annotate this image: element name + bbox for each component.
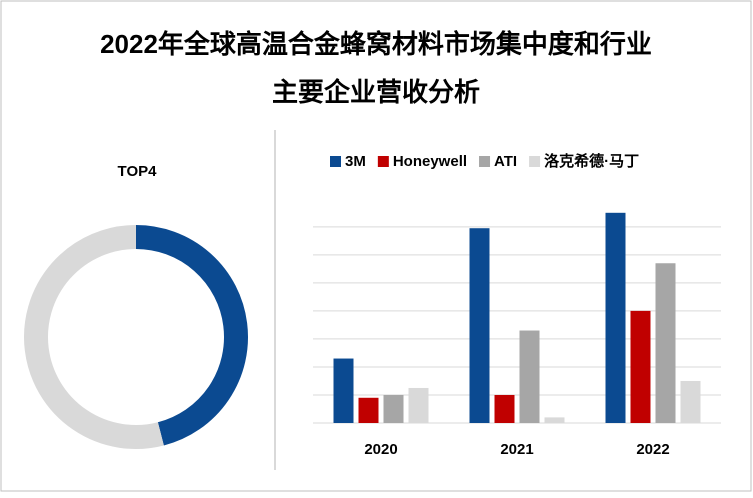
legend-label: ATI [494, 153, 517, 170]
legend-swatch [377, 156, 389, 167]
x-tick-label: 2022 [636, 441, 669, 458]
bar [333, 358, 354, 423]
donut-title: TOP4 [118, 163, 158, 180]
bar [680, 380, 701, 423]
bar [605, 212, 626, 423]
bar [383, 394, 404, 423]
bar [469, 228, 490, 423]
legend-label: 洛克希德·马丁 [544, 152, 639, 170]
x-tick-label: 2021 [500, 441, 533, 458]
bar [494, 394, 515, 423]
bar [358, 397, 379, 423]
chart-title: 2022年全球高温合金蜂窝材料市场集中度和行业 [100, 29, 652, 59]
bar [544, 417, 565, 423]
donut-slice [135, 225, 248, 446]
bar [630, 310, 651, 423]
chart-title: 主要企业营收分析 [272, 77, 480, 107]
legend-swatch [479, 156, 491, 167]
bar [655, 263, 676, 423]
x-tick-label: 2020 [364, 441, 397, 458]
bar [408, 387, 429, 423]
legend-swatch [529, 156, 541, 167]
donut-slice [24, 225, 164, 449]
legend-label: Honeywell [393, 153, 467, 170]
bar [519, 330, 540, 423]
legend-swatch [330, 156, 341, 167]
legend-label: 3M [345, 153, 366, 170]
